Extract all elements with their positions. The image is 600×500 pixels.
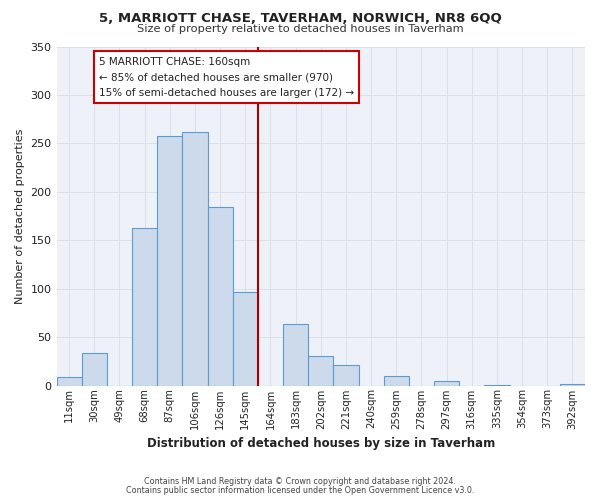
Bar bbox=[283, 324, 308, 386]
Bar bbox=[484, 384, 509, 386]
X-axis label: Distribution of detached houses by size in Taverham: Distribution of detached houses by size … bbox=[146, 437, 495, 450]
Bar bbox=[383, 376, 409, 386]
Bar bbox=[82, 352, 107, 386]
Text: 5 MARRIOTT CHASE: 160sqm
← 85% of detached houses are smaller (970)
15% of semi-: 5 MARRIOTT CHASE: 160sqm ← 85% of detach… bbox=[99, 56, 354, 98]
Text: Contains HM Land Registry data © Crown copyright and database right 2024.: Contains HM Land Registry data © Crown c… bbox=[144, 478, 456, 486]
Bar bbox=[308, 356, 334, 386]
Text: 5, MARRIOTT CHASE, TAVERHAM, NORWICH, NR8 6QQ: 5, MARRIOTT CHASE, TAVERHAM, NORWICH, NR… bbox=[98, 12, 502, 26]
Bar bbox=[560, 384, 585, 386]
Bar bbox=[56, 377, 82, 386]
Bar bbox=[208, 208, 233, 386]
Y-axis label: Number of detached properties: Number of detached properties bbox=[15, 128, 25, 304]
Text: Size of property relative to detached houses in Taverham: Size of property relative to detached ho… bbox=[137, 24, 463, 34]
Text: Contains public sector information licensed under the Open Government Licence v3: Contains public sector information licen… bbox=[126, 486, 474, 495]
Bar bbox=[233, 292, 258, 386]
Bar bbox=[132, 228, 157, 386]
Bar bbox=[182, 132, 208, 386]
Bar bbox=[334, 365, 359, 386]
Bar bbox=[434, 380, 459, 386]
Bar bbox=[157, 136, 182, 386]
